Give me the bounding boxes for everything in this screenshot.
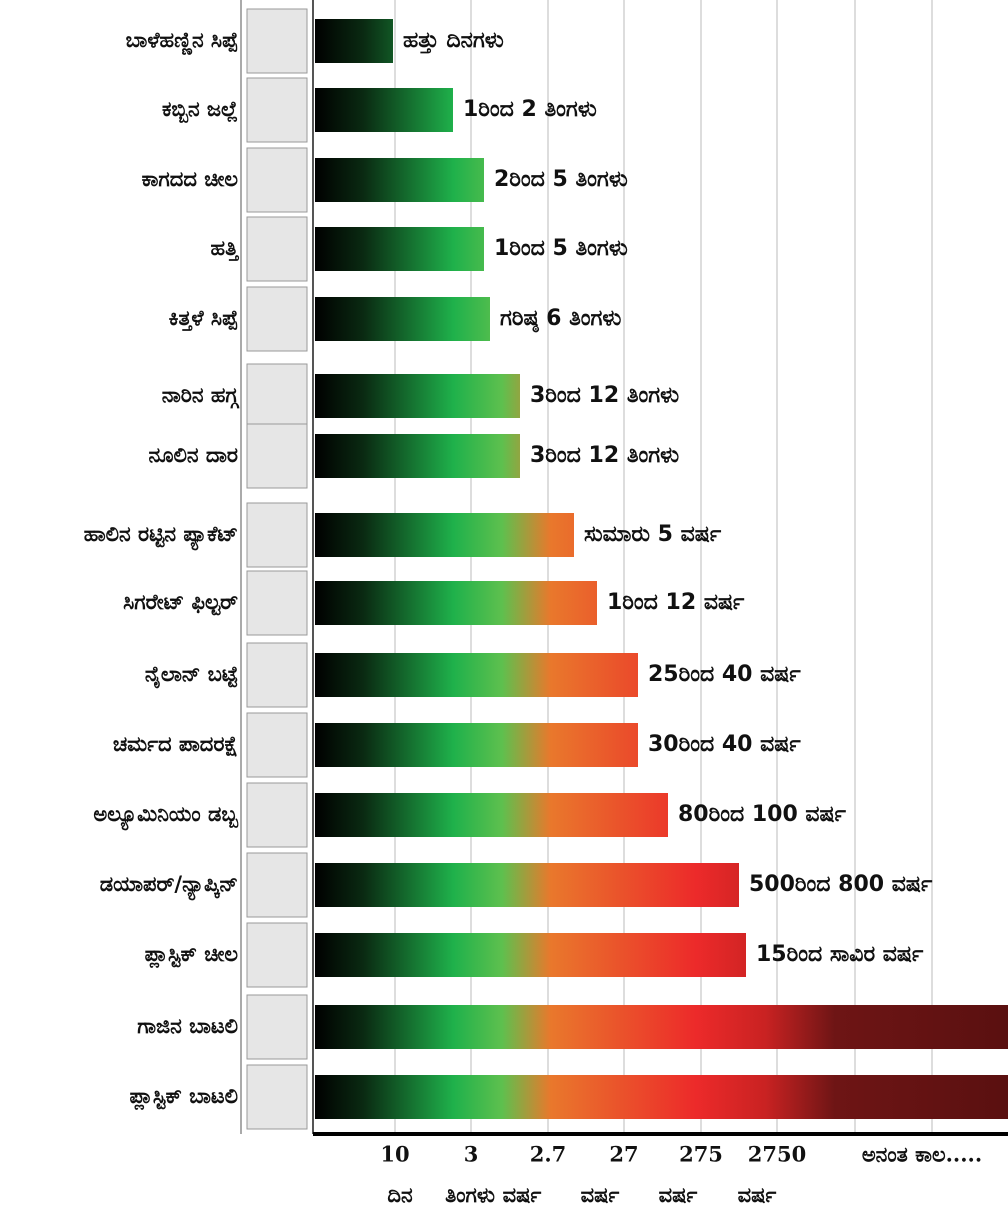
item-label: ಚರ್ಮದ ಪಾದರಕ್ಷೆ	[113, 732, 238, 757]
bar	[315, 1005, 1008, 1049]
x-tick-label: 2.7	[530, 1142, 567, 1167]
bar	[315, 19, 393, 63]
icon	[246, 363, 308, 429]
duration-label: 3ರಿಂದ 12 ತಿಂಗಳು	[530, 443, 679, 468]
item-label: ಕಿತ್ತಳೆ ಸಿಪ್ಪೆ	[169, 306, 238, 331]
icon	[246, 642, 308, 708]
x-unit-label: ವರ್ಷ	[503, 1183, 542, 1207]
x-tick-label: 27	[609, 1142, 638, 1167]
bar	[315, 723, 638, 767]
duration-label: 25ರಿಂದ 40 ವರ್ಷ	[648, 662, 801, 687]
bar	[315, 653, 638, 697]
item-label: ಪ್ಲಾಸ್ಟಿಕ್ ಬಾಟಲಿ	[130, 1084, 238, 1111]
icon	[246, 994, 308, 1060]
icon	[246, 286, 308, 352]
bar	[315, 227, 484, 271]
icon	[246, 1064, 308, 1130]
x-unit-label: ವರ್ಷ	[738, 1183, 777, 1207]
x-tick-label: 2750	[748, 1142, 806, 1167]
bar	[315, 297, 490, 341]
duration-label: 1ರಿಂದ 5 ತಿಂಗಳು	[494, 236, 628, 261]
bar	[315, 434, 520, 478]
icon	[246, 782, 308, 848]
duration-label: ಗರಿಷ್ಠ 6 ತಿಂಗಳು	[500, 306, 621, 334]
item-label: ಕಾಗದದ ಚೀಲ	[142, 167, 239, 191]
bar	[315, 863, 739, 907]
duration-label: 500ರಿಂದ 800 ವರ್ಷ	[749, 872, 933, 897]
x-unit-label: ದಿನ	[387, 1183, 413, 1207]
icon	[246, 570, 308, 636]
x-unit-label: ವರ್ಷ	[581, 1183, 620, 1207]
duration-label: 3ರಿಂದ 12 ತಿಂಗಳು	[530, 383, 679, 408]
icon	[246, 77, 308, 143]
item-label: ಗಾಜಿನ ಬಾಟಲಿ	[137, 1014, 238, 1038]
icon	[246, 922, 308, 988]
bar	[315, 88, 453, 132]
x-tick-label: 3	[464, 1142, 479, 1167]
item-label: ಪ್ಲಾಸ್ಟಿಕ್ ಚೀಲ	[145, 942, 239, 969]
item-label: ಡಯಾಪರ್/ನ್ಯಾಪ್ಕಿನ್	[100, 872, 238, 901]
x-unit-label: ತಿಂಗಳು	[445, 1183, 495, 1207]
item-label: ಹಾಲಿನ ರಟ್ಟಿನ ಪ್ಯಾಕೆಟ್	[84, 522, 238, 551]
bar	[315, 374, 520, 418]
x-unit-label: ವರ್ಷ	[659, 1183, 698, 1207]
duration-label: ಸುಮಾರು 5 ವರ್ಷ	[584, 522, 722, 547]
duration-label: 1ರಿಂದ 2 ತಿಂಗಳು	[463, 97, 597, 122]
item-label: ನಾರಿನ ಹಗ್ಗ	[162, 383, 240, 408]
item-label: ನೈಲಾನ್ ಬಟ್ಟೆ	[145, 662, 238, 689]
item-label: ಅಲ್ಯೂಮಿನಿಯಂ ಡಬ್ಬ	[93, 802, 238, 831]
duration-label: 80ರಿಂದ 100 ವರ್ಷ	[678, 802, 847, 827]
item-label: ಕಬ್ಬಿನ ಜಲ್ಲೆ	[162, 97, 238, 123]
bar	[315, 581, 597, 625]
icon	[246, 423, 308, 489]
icon	[246, 147, 308, 213]
bar	[315, 933, 746, 977]
bar	[315, 513, 574, 557]
bar	[315, 793, 668, 837]
bar	[315, 158, 484, 202]
icon	[246, 502, 308, 568]
item-label: ನೂಲಿನ ದಾರ	[148, 443, 238, 467]
item-label: ಬಾಳೆಹಣ್ಣಿನ ಸಿಪ್ಪೆ	[126, 28, 238, 55]
x-tick-label: 10	[380, 1142, 409, 1167]
x-tick-label: ಅನಂತ ಕಾಲ.....	[862, 1142, 982, 1167]
bar	[315, 1075, 1008, 1119]
x-tick-label: 275	[679, 1142, 723, 1167]
duration-label: 1ರಿಂದ 12 ವರ್ಷ	[607, 590, 745, 615]
icon	[246, 216, 308, 282]
duration-label: ಹತ್ತು ದಿನಗಳು	[403, 28, 504, 55]
duration-label: 15ರಿಂದ ಸಾವಿರ ವರ್ಷ	[756, 942, 924, 967]
icon	[246, 712, 308, 778]
icon	[246, 8, 308, 74]
duration-label: 2ರಿಂದ 5 ತಿಂಗಳು	[494, 167, 628, 192]
duration-label: 30ರಿಂದ 40 ವರ್ಷ	[648, 732, 801, 757]
item-label: ಹತ್ತಿ	[211, 236, 240, 261]
icon	[246, 852, 308, 918]
item-label: ಸಿಗರೇಟ್ ಫಿಲ್ಟರ್	[123, 590, 238, 616]
